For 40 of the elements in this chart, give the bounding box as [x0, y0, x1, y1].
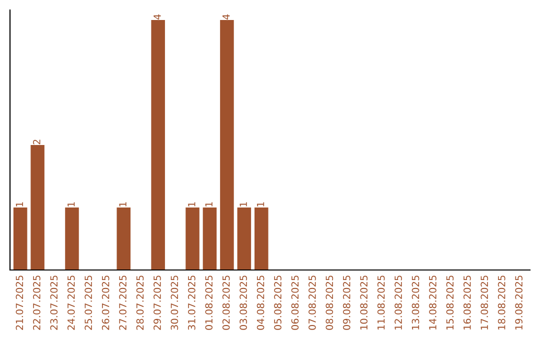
x-tick-label: 13.08.2025: [412, 276, 420, 330]
x-tick-label: 25.07.2025: [84, 276, 92, 330]
x-tick-label: 31.07.2025: [188, 276, 196, 330]
data-label: 4: [154, 14, 161, 20]
x-tick-label: 28.07.2025: [136, 276, 144, 330]
x-tick-label: 17.08.2025: [480, 276, 488, 330]
data-label: 1: [240, 202, 247, 206]
x-tick-label: 01.08.2025: [205, 276, 213, 330]
data-label: 1: [16, 202, 24, 206]
x-tick-label: 12.08.2025: [394, 276, 402, 330]
x-tick-label: 08.08.2025: [326, 276, 334, 330]
data-label: 1: [205, 202, 212, 206]
x-tick-label: 03.08.2025: [240, 276, 247, 330]
x-tick-label: 04.08.2025: [256, 276, 264, 330]
data-label: 1: [188, 202, 196, 206]
x-tick-label: 27.07.2025: [119, 276, 126, 330]
x-tick-label: 09.08.2025: [342, 276, 350, 330]
x-tick-label: 02.08.2025: [222, 276, 230, 330]
data-label: 1: [256, 202, 264, 206]
x-tick-label: 22.07.2025: [33, 276, 40, 330]
x-tick-label: 29.07.2025: [154, 276, 161, 330]
x-tick-label: 18.08.2025: [498, 276, 506, 330]
x-tick-label: 07.08.2025: [308, 276, 316, 330]
x-tick-label: 05.08.2025: [274, 276, 282, 330]
x-tick-label: 19.08.2025: [515, 276, 522, 330]
x-tick-label: 14.08.2025: [429, 276, 436, 330]
x-tick-label: 10.08.2025: [360, 276, 368, 330]
data-label: 1: [119, 202, 126, 206]
x-tick-label: 16.08.2025: [463, 276, 471, 330]
x-tick-label: 23.07.2025: [50, 276, 58, 330]
data-label: 4: [222, 14, 230, 20]
data-label: 1: [68, 202, 75, 206]
x-tick-label: 24.07.2025: [67, 276, 75, 330]
data-label: 2: [33, 140, 40, 144]
x-tick-label: 21.07.2025: [16, 276, 24, 330]
x-tick-label: 15.08.2025: [446, 276, 454, 330]
x-tick-label: 30.07.2025: [170, 276, 178, 330]
x-tick-label: 06.08.2025: [291, 276, 299, 330]
x-tick-label: 26.07.2025: [102, 276, 110, 330]
x-tick-label: 11.08.2025: [377, 276, 385, 330]
